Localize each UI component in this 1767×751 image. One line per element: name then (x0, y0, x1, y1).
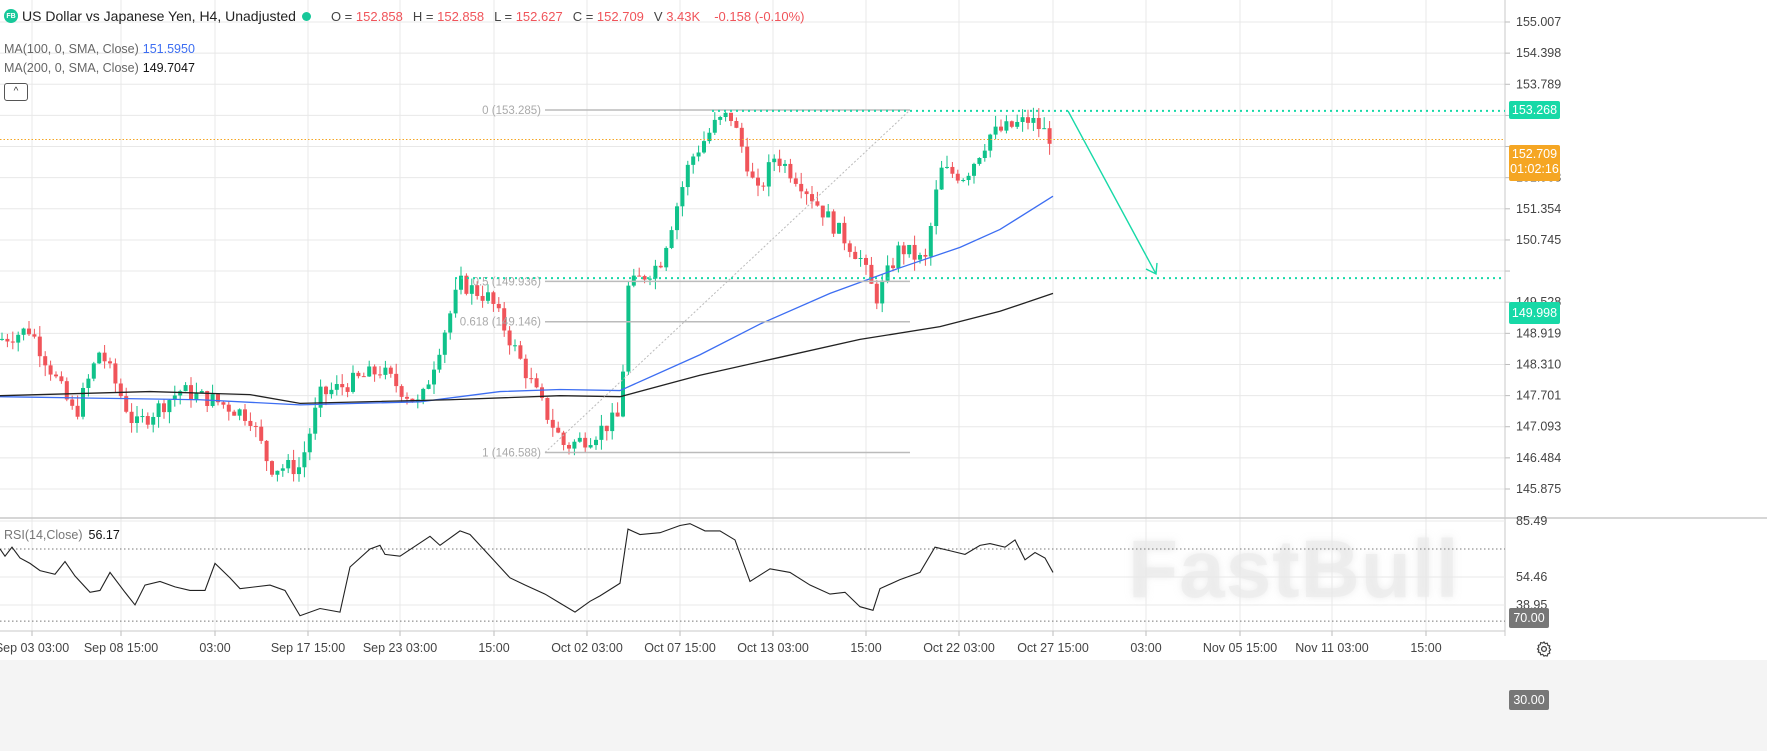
rsi-label: RSI(14,Close) (4, 528, 83, 542)
x-axis-tick: 03:00 (1130, 641, 1161, 655)
ma200-value: 149.7047 (142, 61, 195, 75)
candlestick-series (0, 107, 1052, 482)
rsi-30-tag: 30.00 (1509, 690, 1549, 710)
x-axis-tick: Sep 17 15:00 (271, 641, 345, 655)
rsi-value: 56.17 (88, 528, 120, 542)
x-axis-tick: Nov 05 15:00 (1203, 641, 1277, 655)
chart-legend: FB US Dollar vs Japanese Yen, H4, Unadju… (4, 8, 805, 24)
x-axis-tick: 03:00 (199, 641, 230, 655)
fib-level-label: 0.5 (149.936) (473, 276, 542, 288)
ohlc-value: 152.709 (596, 8, 644, 24)
ohlc-values: O = 152.858 H = 152.858 L = 152.627 C = 152… (321, 9, 700, 24)
current-price-tag: 152.709 01:02:16 (1509, 145, 1560, 181)
arrow-head-icon (1145, 262, 1158, 276)
y-axis-tick: 150.745 (1516, 233, 1561, 247)
y-axis-tick: 147.093 (1516, 420, 1561, 434)
bottom-bar (0, 660, 1767, 751)
y-axis-tick: 147.701 (1516, 389, 1561, 403)
resistance-price-tag: 153.268 (1509, 101, 1560, 119)
x-axis-tick: Oct 02 03:00 (551, 641, 623, 655)
x-axis-tick: Sep 03 03:00 (0, 641, 69, 655)
ohlc-label: O = (330, 8, 356, 24)
y-axis-tick: 153.789 (1516, 77, 1561, 91)
fib-level-label: 0.618 (149.146) (460, 317, 541, 329)
ma100-line (0, 195, 1054, 406)
x-axis-tick: 15:00 (478, 641, 509, 655)
x-axis-tick: 15:00 (1410, 641, 1441, 655)
x-axis-tick: Oct 27 15:00 (1017, 641, 1089, 655)
rsi-y-tick: 85.49 (1516, 514, 1547, 528)
bar-countdown: 01:02:16 (1510, 162, 1559, 176)
ohlc-value: 3.43K (666, 8, 701, 24)
symbol-title: US Dollar vs Japanese Yen, H4, Unadjuste… (22, 8, 296, 24)
ma200-line (0, 292, 1054, 404)
ma100-legend[interactable]: MA(100, 0, SMA, Close) 151.5950 (4, 42, 195, 56)
ohlc-label: C = (572, 8, 597, 24)
y-axis-tick: 146.484 (1516, 451, 1561, 465)
fib-level-label: 0 (153.285) (482, 105, 541, 117)
x-axis-tick: Oct 22 03:00 (923, 641, 995, 655)
y-axis-tick: 145.875 (1516, 482, 1561, 496)
ohlc-label: H = (412, 8, 438, 24)
ohlc-label: V (653, 8, 667, 24)
collapse-legend-button[interactable]: ^ (4, 83, 28, 101)
y-axis-tick: 151.354 (1516, 202, 1561, 216)
x-axis-tick: Sep 23 03:00 (363, 641, 437, 655)
x-axis-tick: Nov 11 03:00 (1295, 641, 1368, 655)
y-axis-tick: 148.919 (1516, 326, 1561, 340)
ma100-label: MA(100, 0, SMA, Close) (4, 42, 139, 56)
fib-level-label: 1 (146.588) (482, 448, 541, 460)
downward-arrow[interactable] (1067, 110, 1157, 275)
y-axis-tick: 155.007 (1516, 15, 1561, 29)
rsi-line (0, 523, 1054, 617)
settings-gear-icon[interactable] (1535, 640, 1553, 658)
price-change: -0.158 (-0.10%) (714, 8, 805, 24)
x-axis-tick: Oct 07 15:00 (644, 641, 716, 655)
y-axis-tick: 154.398 (1516, 46, 1561, 60)
ohlc-label: L = (494, 8, 516, 24)
x-axis-tick: 15:00 (850, 641, 881, 655)
rsi-y-tick: 54.46 (1516, 570, 1547, 584)
ohlc-value: 152.858 (437, 8, 485, 24)
rsi-legend[interactable]: RSI(14,Close) 56.17 (4, 528, 120, 542)
chevron-up-icon: ^ (13, 86, 19, 97)
current-price: 152.709 (1511, 147, 1558, 161)
rsi-70-tag: 70.00 (1509, 608, 1549, 628)
y-axis-tick: 148.310 (1516, 357, 1561, 371)
ohlc-value: 152.858 (355, 8, 403, 24)
ma200-label: MA(200, 0, SMA, Close) (4, 61, 139, 75)
ma200-legend[interactable]: MA(200, 0, SMA, Close) 149.7047 (4, 61, 195, 75)
ma100-value: 151.5950 (142, 42, 195, 56)
fastbull-logo: FB (4, 9, 18, 23)
x-axis-tick: Sep 08 15:00 (84, 641, 158, 655)
x-axis-tick: Oct 13 03:00 (737, 641, 809, 655)
ohlc-value: 152.627 (515, 8, 563, 24)
market-status-dot (301, 11, 311, 21)
support-price-tag: 149.998 (1509, 302, 1560, 324)
fibonacci-retracement[interactable]: 0 (153.285) 0.5 (149.936) 0.618 (149.146) 1… (460, 105, 911, 460)
